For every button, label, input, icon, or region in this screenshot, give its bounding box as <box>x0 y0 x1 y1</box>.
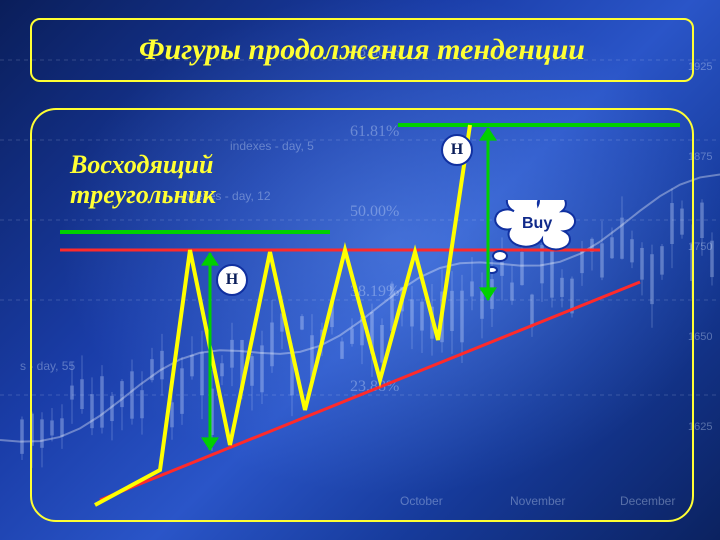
cloud-icon <box>490 200 594 282</box>
height-marker-1: H <box>216 264 248 296</box>
buy-cloud: Buy <box>490 200 594 282</box>
pattern-chart <box>0 0 720 540</box>
height-marker-2: H <box>441 134 473 166</box>
buy-label: Buy <box>522 215 552 233</box>
slide: 78.60%61.81%50.00%38.19%23.88% indexes -… <box>0 0 720 540</box>
price-path <box>95 125 470 505</box>
